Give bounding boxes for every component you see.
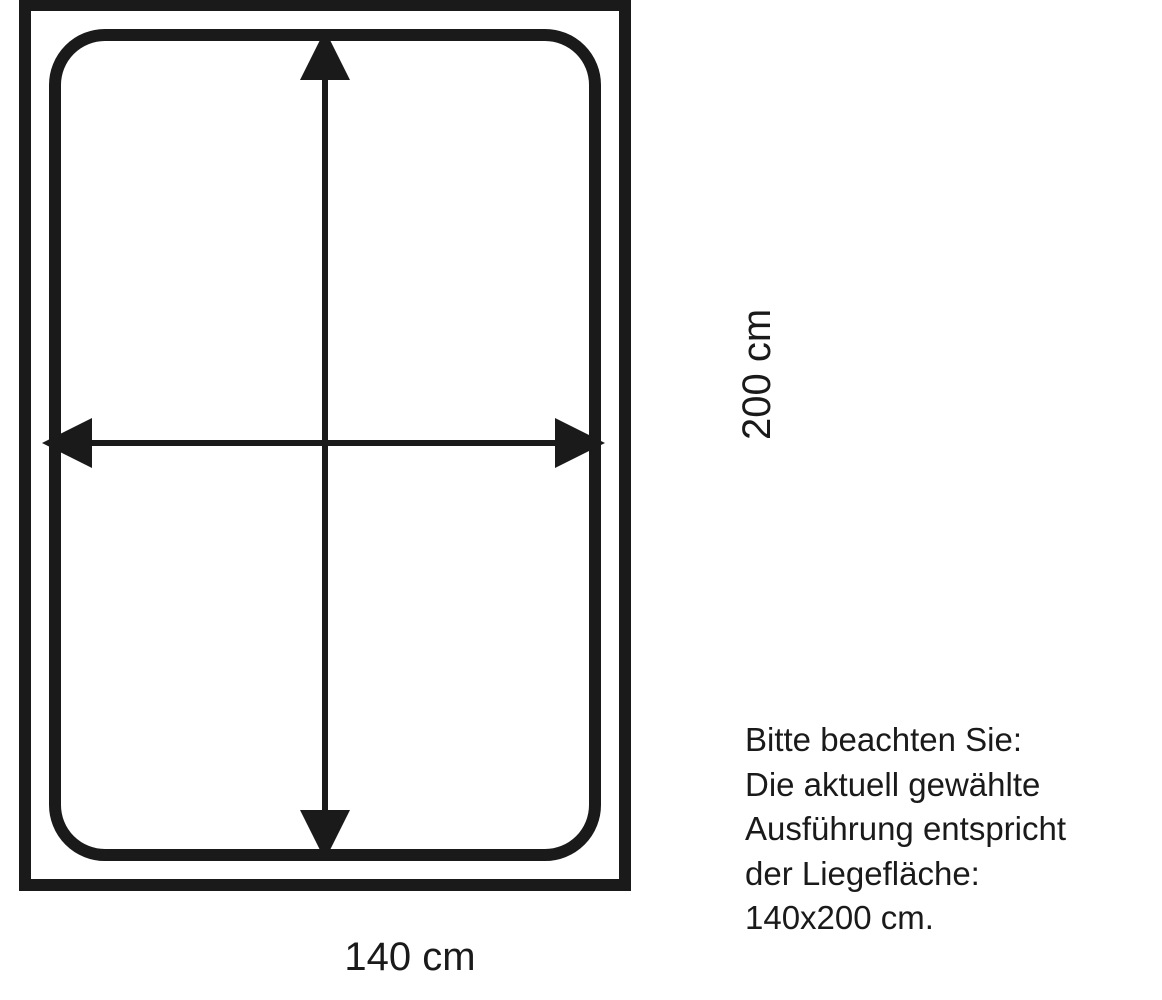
note-line-3: Ausführung entspricht (745, 807, 1145, 852)
selection-note: Bitte beachten Sie: Die aktuell gewählte… (745, 718, 1145, 941)
dimension-diagram-container: 140 cm 200 cm Bitte beachten Sie: Die ak… (0, 0, 1162, 1000)
height-dimension-label: 200 cm (735, 309, 780, 440)
mattress-dimension-svg (0, 0, 650, 900)
width-dimension-label: 140 cm (110, 935, 710, 980)
note-line-4: der Liegefläche: (745, 852, 1145, 897)
note-line-2: Die aktuell gewählte (745, 763, 1145, 808)
note-line-1: Bitte beachten Sie: (745, 718, 1145, 763)
note-line-5: 140x200 cm. (745, 896, 1145, 941)
